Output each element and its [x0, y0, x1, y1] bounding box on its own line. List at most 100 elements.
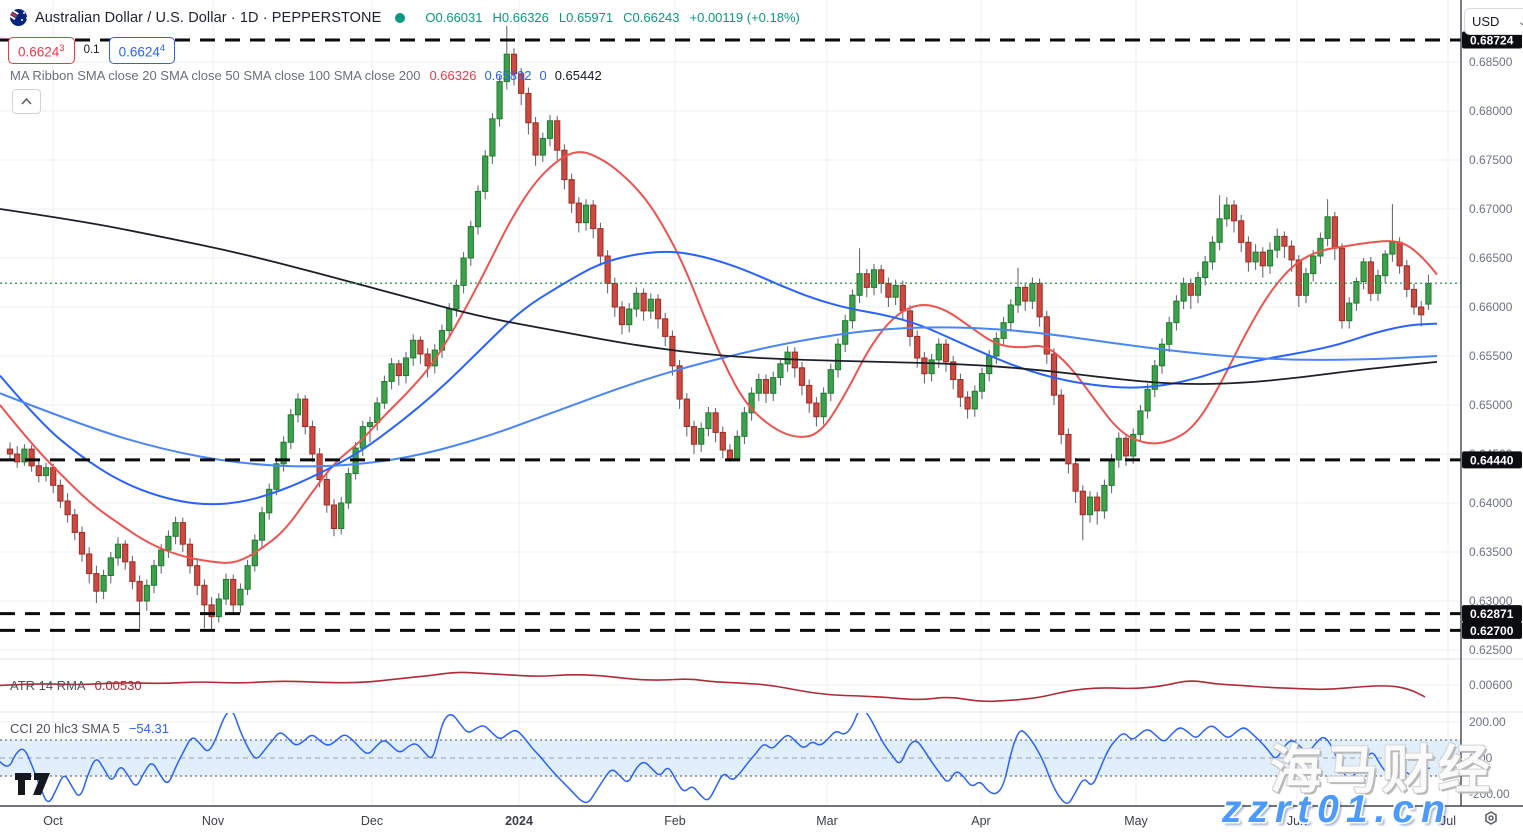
candle [611, 277, 618, 317]
candle [424, 348, 431, 378]
currency-dropdown[interactable]: USD ⌄ [1464, 8, 1523, 35]
ma-line-sma-50[interactable] [0, 250, 1438, 506]
candle [71, 508, 78, 541]
candle [827, 363, 834, 402]
atr-value: 0.00530 [94, 678, 142, 693]
candle [1144, 383, 1151, 419]
candle [460, 252, 467, 294]
candle [1310, 250, 1317, 282]
buy-button[interactable]: 0.66244 [108, 37, 176, 64]
candle [150, 559, 158, 594]
candle [676, 359, 683, 409]
market-status-icon[interactable] [395, 12, 406, 23]
candle [856, 248, 863, 304]
candle [338, 497, 345, 535]
candle [1360, 258, 1367, 290]
candle [21, 444, 28, 466]
cci-line[interactable] [0, 709, 1431, 805]
atr-legend[interactable]: ATR 14 RMA 0.00530 [10, 678, 142, 693]
candle [690, 420, 698, 454]
candle [1346, 297, 1353, 329]
candle [230, 574, 237, 613]
candle [741, 407, 748, 445]
ma-line-sma-20[interactable] [0, 151, 1438, 564]
time-tick-label: Nov [202, 814, 225, 828]
ma-ribbon-legend[interactable]: MA Ribbon SMA close 20 SMA close 50 SMA … [10, 68, 602, 83]
candle [590, 200, 597, 239]
cci-tick-label: 200.00 [1469, 715, 1506, 729]
change-value: +0.00119 (+0.18%) [689, 10, 800, 25]
candle [942, 339, 950, 372]
candle [474, 185, 482, 235]
price-tick-label: 0.65000 [1469, 398, 1513, 412]
candle [899, 280, 906, 321]
candles-layer [6, 25, 1432, 631]
candle [143, 579, 150, 611]
svg-text:0.68724: 0.68724 [1470, 34, 1514, 48]
candle [489, 113, 496, 164]
price-axis[interactable]: 0.68500 0.68000 0.67500 0.67000 0.66500 0.660… [1462, 31, 1522, 802]
candle [1331, 211, 1338, 260]
candle [1130, 428, 1137, 464]
candle [93, 565, 100, 603]
candle [597, 222, 604, 266]
candle [1173, 295, 1180, 331]
high-value: H0.66326 [492, 10, 549, 25]
candle [417, 336, 424, 364]
candle [266, 483, 273, 520]
candle [14, 446, 21, 468]
time-tick-label: Apr [971, 814, 990, 828]
collapse-legend-button[interactable] [12, 89, 41, 114]
grid [0, 0, 1461, 806]
candle [287, 408, 294, 450]
candle [309, 420, 316, 462]
candle [878, 264, 885, 294]
candle [546, 114, 554, 147]
ma-ribbon-label: MA Ribbon SMA close 20 SMA close 50 SMA … [10, 68, 421, 83]
candle [1158, 338, 1166, 374]
candle [503, 25, 510, 90]
candle [1374, 269, 1382, 302]
symbol-title[interactable]: Australian Dollar / U.S. Dollar · 1D · P… [35, 9, 382, 26]
ma-line-sma-100[interactable] [0, 326, 1438, 468]
candle [561, 144, 568, 190]
buy-sup: 4 [159, 43, 166, 54]
cci-legend[interactable]: CCI 20 hlc3 SMA 5 −54.31 [10, 721, 169, 736]
atr-line[interactable] [0, 671, 1426, 703]
candle [820, 387, 827, 425]
price-tick-label: 0.67500 [1469, 153, 1513, 167]
candle [950, 356, 957, 390]
cci-tick-label: -200.00 [1469, 787, 1510, 801]
candle [1043, 310, 1050, 364]
candle [734, 430, 741, 461]
candle [568, 173, 575, 213]
price-tick-label: 0.63000 [1469, 594, 1513, 608]
candle [1245, 236, 1252, 272]
candle [1238, 214, 1245, 253]
candle [402, 352, 410, 384]
candle [194, 559, 201, 596]
chart-header: Australian Dollar / U.S. Dollar · 1D · P… [10, 9, 800, 26]
sell-sup: 3 [59, 43, 65, 54]
candle [1086, 491, 1094, 523]
sell-button[interactable]: 0.66243 [8, 37, 75, 64]
candle [532, 116, 539, 166]
candle [914, 330, 921, 368]
candle [1072, 457, 1079, 503]
svg-text:0.62871: 0.62871 [1470, 607, 1514, 621]
time-axis[interactable]: Oct Nov Dec 2024 Feb Mar Apr May Jun Jul [43, 814, 1456, 828]
candle [1115, 432, 1122, 468]
candle [1166, 316, 1173, 353]
candle [1418, 301, 1425, 327]
ma-line-sma-200[interactable] [0, 208, 1438, 385]
candle [136, 575, 143, 629]
tradingview-logo[interactable] [14, 770, 52, 803]
candle [575, 197, 582, 233]
candle [1101, 479, 1108, 519]
axis-settings-gear-icon[interactable] [1485, 811, 1497, 825]
candle [1058, 389, 1065, 445]
candle [1223, 197, 1230, 227]
candle [129, 555, 136, 590]
price-tag: 0.64440 [1462, 451, 1522, 469]
